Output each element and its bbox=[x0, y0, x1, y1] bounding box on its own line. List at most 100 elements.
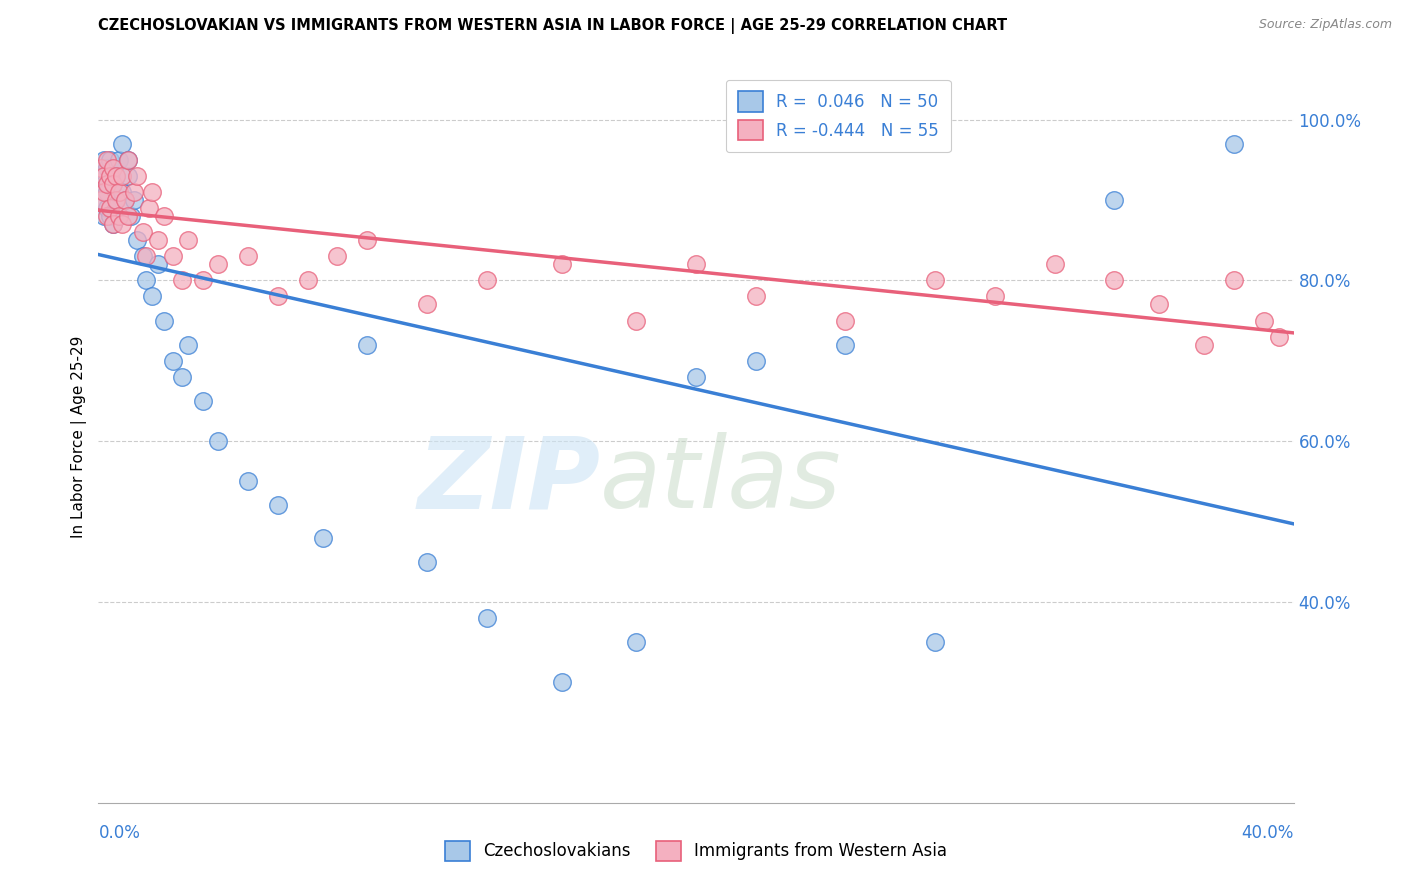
Text: 40.0%: 40.0% bbox=[1241, 824, 1294, 842]
Point bbox=[177, 233, 200, 247]
Point bbox=[138, 201, 160, 215]
Point bbox=[1192, 337, 1215, 351]
Legend: Czechoslovakians, Immigrants from Western Asia: Czechoslovakians, Immigrants from Wester… bbox=[439, 834, 953, 868]
Point bbox=[267, 289, 290, 303]
Point bbox=[191, 393, 214, 408]
Point bbox=[416, 555, 439, 569]
Point bbox=[93, 153, 115, 167]
Point bbox=[236, 475, 259, 489]
Point bbox=[834, 337, 856, 351]
Point bbox=[90, 193, 112, 207]
Point bbox=[924, 273, 946, 287]
Point bbox=[108, 209, 131, 223]
Point bbox=[103, 161, 125, 175]
Point bbox=[105, 169, 128, 183]
Point bbox=[117, 169, 139, 183]
Y-axis label: In Labor Force | Age 25-29: In Labor Force | Age 25-29 bbox=[72, 336, 87, 538]
Point bbox=[111, 169, 134, 183]
Point bbox=[93, 185, 115, 199]
Point bbox=[1223, 136, 1246, 151]
Point bbox=[127, 169, 149, 183]
Point bbox=[356, 337, 378, 351]
Point bbox=[93, 169, 115, 183]
Point bbox=[96, 185, 118, 199]
Point bbox=[834, 313, 856, 327]
Point bbox=[90, 169, 112, 183]
Point bbox=[153, 209, 176, 223]
Point bbox=[93, 177, 115, 191]
Point bbox=[132, 249, 155, 263]
Point bbox=[111, 136, 134, 151]
Point bbox=[98, 209, 122, 223]
Point bbox=[685, 257, 707, 271]
Point bbox=[297, 273, 319, 287]
Text: CZECHOSLOVAKIAN VS IMMIGRANTS FROM WESTERN ASIA IN LABOR FORCE | AGE 25-29 CORRE: CZECHOSLOVAKIAN VS IMMIGRANTS FROM WESTE… bbox=[98, 18, 1008, 34]
Point bbox=[148, 257, 170, 271]
Point bbox=[475, 273, 498, 287]
Point bbox=[114, 193, 136, 207]
Point bbox=[105, 169, 128, 183]
Point bbox=[1223, 273, 1246, 287]
Point bbox=[96, 177, 118, 191]
Point bbox=[103, 177, 125, 191]
Point bbox=[135, 273, 157, 287]
Point bbox=[96, 209, 118, 223]
Point bbox=[162, 249, 184, 263]
Point bbox=[90, 193, 112, 207]
Point bbox=[475, 611, 498, 625]
Point bbox=[117, 153, 139, 167]
Point bbox=[1104, 273, 1126, 287]
Point bbox=[141, 289, 163, 303]
Point bbox=[96, 153, 118, 167]
Point bbox=[98, 169, 122, 183]
Point bbox=[550, 257, 572, 271]
Point bbox=[124, 185, 146, 199]
Point bbox=[103, 177, 125, 191]
Point bbox=[103, 217, 125, 231]
Point bbox=[108, 153, 131, 167]
Point bbox=[416, 297, 439, 311]
Point bbox=[117, 209, 139, 223]
Point bbox=[1104, 193, 1126, 207]
Point bbox=[1043, 257, 1066, 271]
Point bbox=[105, 193, 128, 207]
Point bbox=[90, 161, 112, 175]
Point bbox=[1253, 313, 1275, 327]
Point bbox=[326, 249, 349, 263]
Point bbox=[311, 531, 333, 545]
Point bbox=[98, 169, 122, 183]
Point bbox=[745, 289, 768, 303]
Point bbox=[745, 353, 768, 368]
Point bbox=[685, 369, 707, 384]
Point bbox=[96, 201, 118, 215]
Point bbox=[924, 635, 946, 649]
Point bbox=[1147, 297, 1170, 311]
Point bbox=[148, 233, 170, 247]
Point bbox=[153, 313, 176, 327]
Text: atlas: atlas bbox=[600, 433, 842, 530]
Text: 0.0%: 0.0% bbox=[98, 824, 141, 842]
Point bbox=[267, 499, 290, 513]
Point bbox=[983, 289, 1005, 303]
Point bbox=[98, 201, 122, 215]
Point bbox=[1267, 329, 1289, 343]
Point bbox=[96, 161, 118, 175]
Point bbox=[624, 313, 647, 327]
Point bbox=[550, 675, 572, 690]
Point bbox=[108, 209, 131, 223]
Point bbox=[191, 273, 214, 287]
Point bbox=[172, 273, 194, 287]
Point bbox=[111, 217, 134, 231]
Point bbox=[624, 635, 647, 649]
Point bbox=[120, 209, 142, 223]
Point bbox=[108, 185, 131, 199]
Point bbox=[177, 337, 200, 351]
Point bbox=[93, 209, 115, 223]
Point bbox=[103, 161, 125, 175]
Point bbox=[356, 233, 378, 247]
Point bbox=[172, 369, 194, 384]
Point bbox=[117, 153, 139, 167]
Point bbox=[105, 193, 128, 207]
Point bbox=[236, 249, 259, 263]
Point bbox=[111, 185, 134, 199]
